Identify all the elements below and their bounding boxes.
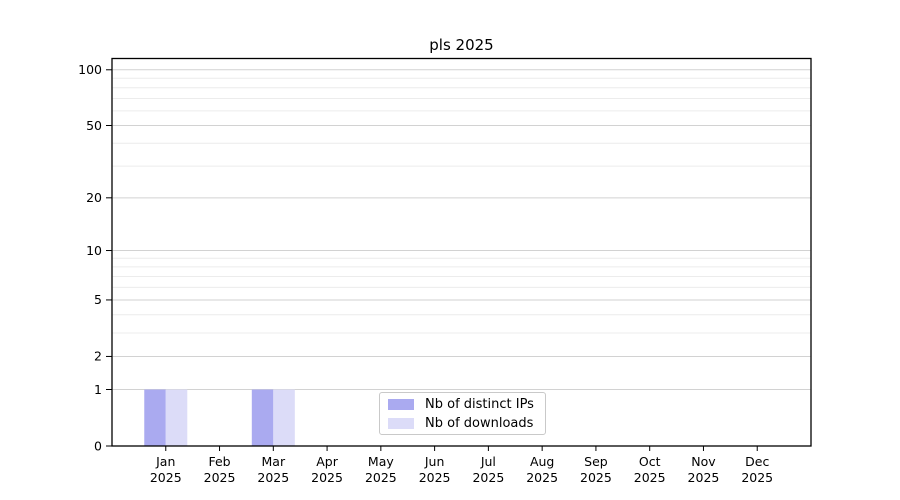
x-tick-label-month: May: [368, 454, 394, 469]
legend-label-downloads: Nb of downloads: [425, 416, 534, 431]
x-tick-label-year: 2025: [365, 470, 397, 485]
x-tick-label-year: 2025: [257, 470, 289, 485]
x-tick-label-month: Nov: [691, 454, 716, 469]
x-tick-label-year: 2025: [472, 470, 504, 485]
y-tick-label: 50: [86, 118, 102, 133]
y-tick-label: 20: [86, 190, 102, 205]
legend-item-downloads: Nb of downloads: [388, 414, 545, 433]
y-tick-label: 10: [86, 243, 102, 258]
x-tick-label-year: 2025: [204, 470, 236, 485]
plot-border: [111, 57, 812, 447]
y-tick-label: 0: [94, 438, 102, 453]
legend-swatch-distinct-ips: [388, 399, 414, 410]
y-tick-label: 1: [94, 382, 102, 397]
x-tick-label-month: Oct: [639, 454, 661, 469]
y-tick-label: 2: [94, 349, 102, 364]
x-tick-label-month: Jun: [424, 454, 445, 469]
x-tick-label-year: 2025: [634, 470, 666, 485]
y-tick-label: 5: [94, 292, 102, 307]
x-tick-label-year: 2025: [580, 470, 612, 485]
x-tick-label-month: Jul: [480, 454, 496, 469]
x-tick-label-month: Apr: [316, 454, 338, 469]
legend-label-distinct-ips: Nb of distinct IPs: [425, 397, 534, 412]
bar-downloads: [165, 389, 188, 446]
x-tick-label-year: 2025: [311, 470, 343, 485]
x-tick-label-year: 2025: [741, 470, 773, 485]
legend-item-distinct-ips: Nb of distinct IPs: [388, 395, 545, 414]
legend-swatch-downloads: [388, 418, 414, 429]
chart-title: pls 2025: [429, 36, 494, 54]
x-tick-label-month: Aug: [530, 454, 554, 469]
x-tick-label-month: Jan: [155, 454, 175, 469]
x-tick-label-month: Feb: [208, 454, 230, 469]
bar-distinct-ips: [144, 389, 166, 446]
x-tick-label-year: 2025: [150, 470, 182, 485]
x-tick-label-year: 2025: [526, 470, 558, 485]
x-tick-label-year: 2025: [688, 470, 720, 485]
x-tick-label-month: Sep: [584, 454, 608, 469]
x-tick-label-year: 2025: [419, 470, 451, 485]
bar-distinct-ips: [251, 389, 274, 446]
bar-downloads: [273, 389, 295, 446]
x-tick-label-month: Dec: [745, 454, 769, 469]
y-tick-label: 100: [78, 62, 102, 77]
legend: Nb of distinct IPs Nb of downloads: [379, 392, 546, 435]
x-tick-label-month: Mar: [262, 454, 286, 469]
